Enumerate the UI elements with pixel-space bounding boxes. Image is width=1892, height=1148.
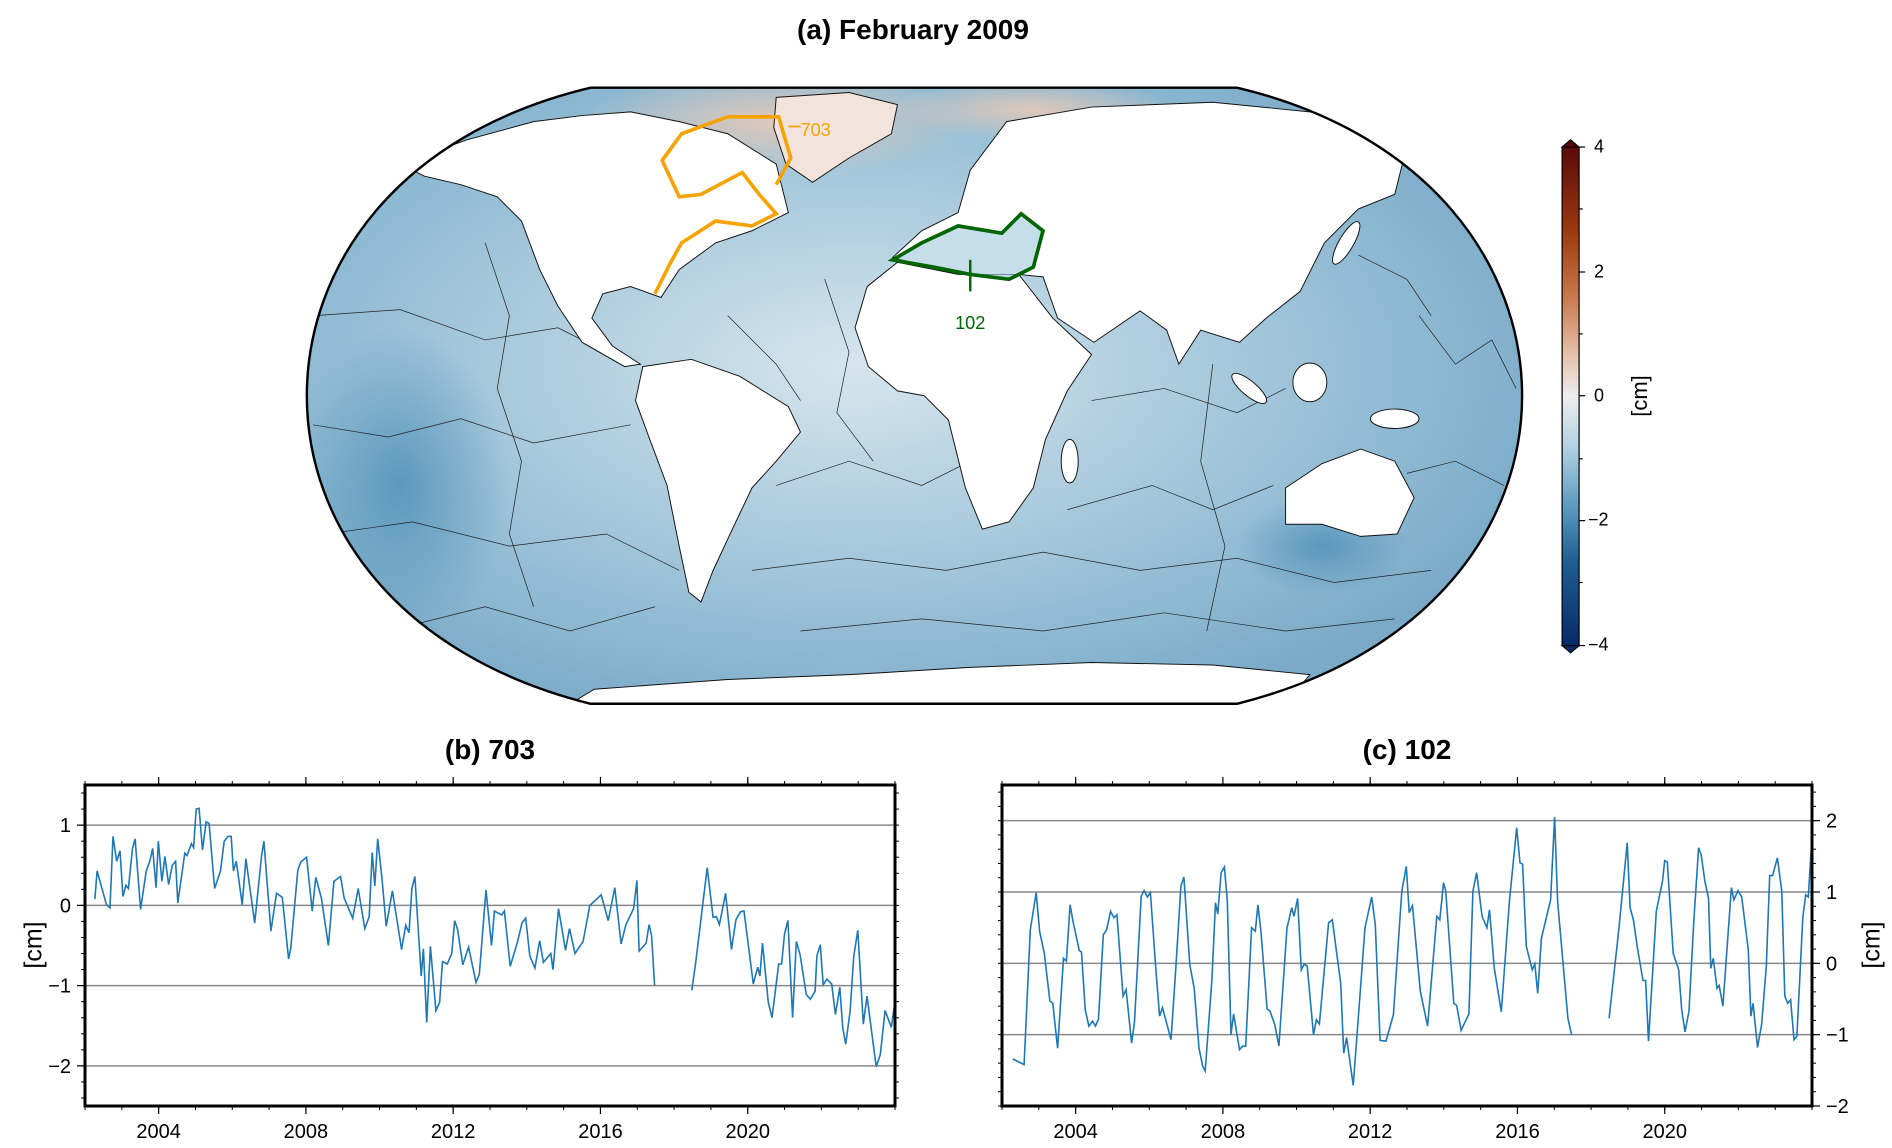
continents [399, 92, 1420, 704]
x-tick-label: 2004 [1053, 1121, 1098, 1143]
north-america [399, 111, 789, 368]
eurasia [891, 101, 1408, 366]
y-tick-label: 0 [60, 895, 71, 917]
x-tick-label: 2008 [284, 1121, 329, 1143]
plot-frame [83, 783, 897, 1108]
map-title: (a) February 2009 [797, 14, 1029, 45]
y-tick-label: 1 [1826, 882, 1837, 904]
series-line [691, 867, 896, 1067]
label-102: 102 [955, 313, 985, 333]
plot-frame [1000, 783, 1814, 1108]
colorbar-bar [1561, 146, 1580, 647]
x-tick-label: 2012 [1348, 1121, 1393, 1143]
x-tick-label: 2020 [1642, 1121, 1687, 1143]
y-tick-label: −1 [48, 976, 71, 998]
y-tick-label: 1 [60, 815, 71, 837]
region-102-outline[interactable] [887, 211, 1046, 282]
colorbar-min-arrow [1560, 644, 1581, 654]
colorbar-tick-label: −4 [1588, 634, 1609, 655]
label-703: 703 [800, 120, 830, 140]
panel-c-title: (c) 102 [1362, 734, 1452, 765]
y-tick-label: −2 [48, 1056, 71, 1078]
new-guinea [1370, 408, 1420, 429]
y-tick-label: 0 [1826, 953, 1837, 975]
colorbar-tick-label: 0 [1594, 385, 1605, 406]
colorbar-tick-label: 4 [1594, 136, 1605, 157]
panel-c-ylabel: [cm] [1857, 921, 1886, 969]
x-tick-label: 2008 [1201, 1121, 1246, 1143]
australia [1285, 448, 1415, 537]
map-frame [305, 86, 1524, 705]
sumatra [1231, 372, 1268, 405]
colorbar-ticks [1579, 146, 1586, 647]
greenland [773, 92, 899, 183]
colorbar-max-arrow [1560, 139, 1581, 148]
panel-b-title: (b) 703 [444, 734, 536, 765]
region-boundaries [312, 242, 1517, 632]
south-america [635, 358, 802, 603]
panel-c-plot: 2 1 0 −1 −2 2004 2008 2012 2016 2020 [998, 777, 1849, 1143]
series-line [1012, 817, 1573, 1086]
x-tick-label: 2016 [1495, 1121, 1540, 1143]
y-tick-label: −1 [1826, 1025, 1849, 1047]
x-tick-label: 2004 [136, 1121, 181, 1143]
borneo [1292, 362, 1328, 403]
panel-b-ylabel: [cm] [19, 921, 48, 969]
map-field [306, 87, 1523, 704]
cold-anomaly [306, 327, 510, 644]
colorbar [1560, 139, 1586, 654]
region-703-outline[interactable] [653, 114, 793, 295]
y-tick-label: 2 [1826, 811, 1837, 833]
x-tick-label: 2016 [578, 1121, 623, 1143]
y-tick-label: −2 [1826, 1096, 1849, 1118]
colorbar-label: [cm] [1627, 375, 1652, 417]
japan [1332, 221, 1361, 265]
series-line [94, 807, 656, 1023]
colorbar-tick-label: −2 [1588, 509, 1609, 530]
colorbar-tick-label: 2 [1594, 261, 1605, 282]
x-tick-label: 2020 [725, 1121, 770, 1143]
madagascar [1060, 438, 1079, 484]
panel-b-plot: 1 0 −1 −2 2004 2008 2012 2016 2020 [48, 777, 899, 1143]
x-tick-label: 2012 [431, 1121, 476, 1143]
series-line [1608, 836, 1813, 1048]
